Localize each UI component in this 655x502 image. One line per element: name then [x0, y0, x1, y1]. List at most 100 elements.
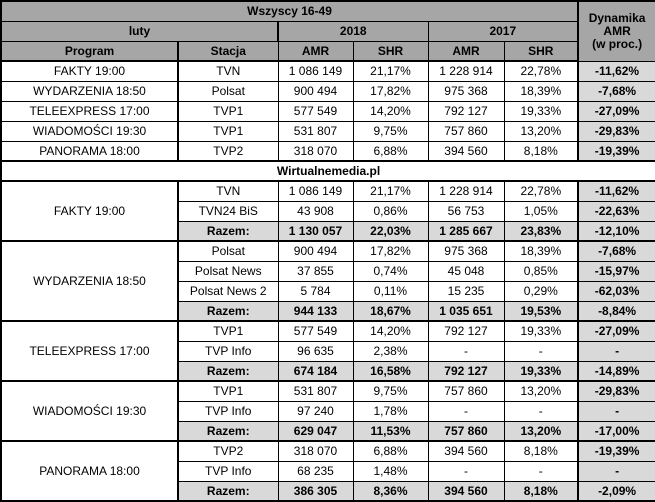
amr-2018-cell: 944 133 — [277, 300, 354, 322]
amr-2017-cell: 792 127 — [427, 360, 505, 382]
shr-2018-cell: 1,78% — [352, 400, 429, 422]
watermark-text: Wirtualnemedia.pl — [0, 160, 655, 182]
dynamics-cell: -62,03% — [577, 280, 655, 302]
station-cell: TVP Info — [177, 340, 279, 362]
station-cell: TVP1 — [177, 120, 279, 142]
shr-2018-cell: 6,88% — [352, 140, 429, 162]
shr-2017-cell: 19,33% — [503, 100, 579, 122]
dynamics-cell: -29,83% — [577, 380, 655, 402]
shr-2017-cell: 19,33% — [503, 320, 579, 342]
year-2017-label: 2017 — [427, 20, 579, 42]
amr-2018-cell: 318 070 — [277, 440, 354, 462]
amr-2017-cell: 394 560 — [427, 140, 505, 162]
station-cell: TVP2 — [177, 440, 279, 462]
total-label-cell: Razem: — [177, 300, 279, 322]
shr-2018-cell: 0,74% — [352, 260, 429, 282]
summary-row: TELEEXPRESS 17:00 TVP1 577 549 14,20% 79… — [0, 100, 655, 122]
shr-2018-cell: 21,17% — [352, 180, 429, 202]
shr-2017-cell: 18,39% — [503, 240, 579, 262]
shr-2018-cell: 11,53% — [352, 420, 429, 442]
program-cell: TELEEXPRESS 17:00 — [0, 100, 179, 122]
audience-title: Wszyscy 16-49 — [0, 0, 579, 22]
station-cell: TVN24 BiS — [177, 200, 279, 222]
shr-2017-cell: 0,85% — [503, 260, 579, 282]
col-header-station: Stacja — [177, 40, 279, 62]
dynamics-cell: - — [577, 460, 655, 482]
amr-2017-cell: 792 127 — [427, 100, 505, 122]
dynamics-cell: -22,63% — [577, 200, 655, 222]
shr-2017-cell: 19,33% — [503, 360, 579, 382]
amr-2018-cell: 1 086 149 — [277, 180, 354, 202]
shr-2017-cell: 23,83% — [503, 220, 579, 242]
total-label-cell: Razem: — [177, 420, 279, 442]
amr-2017-cell: 1 035 651 — [427, 300, 505, 322]
dynamics-cell: -2,09% — [577, 480, 655, 502]
dynamics-cell: -19,39% — [577, 140, 655, 162]
amr-2017-cell: 394 560 — [427, 440, 505, 462]
section-row: PANORAMA 18:00 TVP2 318 070 6,88% 394 56… — [0, 440, 655, 502]
summary-row: WIADOMOŚCI 19:30 TVP1 531 807 9,75% 757 … — [0, 120, 655, 142]
station-cell: TVP Info — [177, 460, 279, 482]
shr-2017-cell: - — [503, 400, 579, 422]
amr-2017-cell: 15 235 — [427, 280, 505, 302]
dynamics-cell: -27,09% — [577, 320, 655, 342]
shr-2018-cell: 6,88% — [352, 440, 429, 462]
program-cell: TELEEXPRESS 17:00 — [0, 320, 179, 382]
amr-2017-cell: 1 228 914 — [427, 180, 505, 202]
shr-2017-cell: 8,18% — [503, 140, 579, 162]
shr-2017-cell: 18,39% — [503, 80, 579, 102]
section-row: TVP Info 97 240 1,78% - - - — [1, 400, 655, 422]
col-header-shr-2017: SHR — [503, 40, 579, 62]
shr-2018-cell: 2,38% — [352, 340, 429, 362]
shr-2017-cell: 22,78% — [503, 180, 579, 202]
amr-2017-cell: 757 860 — [427, 380, 505, 402]
program-cell: WIADOMOŚCI 19:30 — [0, 120, 179, 142]
station-cell: Polsat — [177, 240, 279, 262]
dynamics-cell: - — [577, 340, 655, 362]
amr-2018-cell: 577 549 — [277, 100, 354, 122]
shr-2017-cell: 13,20% — [503, 380, 579, 402]
dynamics-cell: -17,00% — [577, 420, 655, 442]
shr-2018-cell: 21,17% — [352, 60, 429, 82]
station-cell: TVP Info — [177, 400, 279, 422]
amr-2017-cell: 45 048 — [427, 260, 505, 282]
amr-2017-cell: 757 860 — [427, 120, 505, 142]
amr-2017-cell: - — [427, 460, 505, 482]
watermark-row: Wirtualnemedia.pl — [0, 160, 655, 182]
program-cell: FAKTY 19:00 — [0, 180, 179, 242]
shr-2017-cell: 0,29% — [503, 280, 579, 302]
dynamics-cell: - — [577, 400, 655, 422]
header-row-years: luty 2018 2017 — [0, 20, 655, 42]
dynamics-header-line3: (w proc.) — [592, 36, 643, 51]
section-row: TVN24 BiS 43 908 0,86% 56 753 1,05% -22,… — [1, 200, 655, 222]
station-cell: TVN — [177, 180, 279, 202]
header-row-columns: Program Stacja AMR SHR AMR SHR — [0, 40, 655, 62]
station-cell: TVP1 — [177, 320, 279, 342]
section-row: TVP Info 96 635 2,38% - - - — [1, 340, 655, 362]
summary-row: PANORAMA 18:00 TVP2 318 070 6,88% 394 56… — [0, 140, 655, 162]
total-row: Razem: 629 047 11,53% 757 860 13,20% -17… — [1, 420, 655, 442]
shr-2018-cell: 16,58% — [352, 360, 429, 382]
amr-2018-cell: 43 908 — [277, 200, 354, 222]
shr-2017-cell: 8,18% — [503, 480, 579, 502]
section-row: Polsat News 2 5 784 0,11% 15 235 0,29% -… — [1, 280, 655, 302]
amr-2017-cell: 1 228 914 — [427, 60, 505, 82]
dynamics-cell: -11,62% — [577, 180, 655, 202]
station-cell: TVP1 — [177, 100, 279, 122]
program-cell: WYDARZENIA 18:50 — [0, 240, 179, 322]
amr-2018-cell: 1 130 057 — [277, 220, 354, 242]
shr-2018-cell: 17,82% — [352, 240, 429, 262]
col-header-amr-2018: AMR — [277, 40, 354, 62]
dynamics-cell: -7,68% — [577, 80, 655, 102]
shr-2017-cell: 13,20% — [503, 420, 579, 442]
section-row: WYDARZENIA 18:50 Polsat 900 494 17,82% 9… — [0, 240, 655, 322]
summary-row: FAKTY 19:00 TVN 1 086 149 21,17% 1 228 9… — [0, 60, 655, 82]
section-row: FAKTY 19:00 TVN 1 086 149 21,17% 1 228 9… — [0, 180, 655, 242]
program-cell: FAKTY 19:00 — [0, 60, 179, 82]
dynamics-cell: -27,09% — [577, 100, 655, 122]
total-label-cell: Razem: — [177, 360, 279, 382]
amr-2017-cell: 975 368 — [427, 240, 505, 262]
total-label-cell: Razem: — [177, 220, 279, 242]
amr-2018-cell: 318 070 — [277, 140, 354, 162]
